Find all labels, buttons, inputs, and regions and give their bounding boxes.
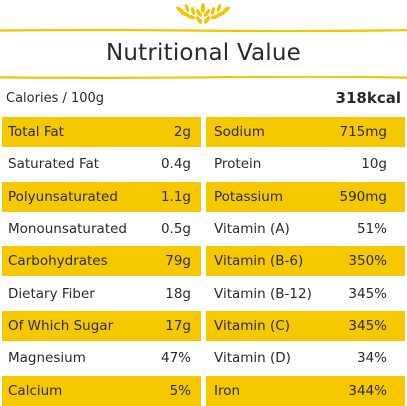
table-row: Vitamin (A) 51% [206,214,405,245]
nutrient-name: Calcium [8,382,63,399]
nutrient-value: 350% [348,253,387,270]
table-row: Iron 344% [206,375,405,406]
nutrient-name: Protein [214,156,262,173]
page-title: Nutritional Value [105,40,302,66]
table-row: Polyunsaturated 1.1g [2,181,201,212]
nutrient-name: Total Fat [8,124,64,140]
nutrient-value: 345% [348,318,387,335]
nutrient-name: Sodium [214,124,265,140]
table-row: Sodium 715mg [206,117,405,147]
nutrient-value: 47% [160,350,191,367]
calories-value: 318kcal [335,89,401,107]
nutrient-name: Polyunsaturated [8,188,118,205]
nutrient-name: Carbohydrates [8,253,108,270]
nutrient-value: 590mg [339,188,388,205]
nutrient-name: Monounsaturated [8,221,127,238]
nutrient-table-left: Total Fat 2g Saturated Fat 0.4g Polyunsa… [2,117,201,406]
nutrient-table-right: Sodium 715mg Protein 10g Potassium 590mg… [206,117,405,406]
nutrient-value: 18g [165,285,191,302]
bottom-divider [0,76,407,79]
nutrient-value: 715mg [339,124,388,140]
header: Nutritional Value [0,0,407,84]
calories-row: Calories / 100g 318kcal [0,87,407,111]
table-row: Vitamin (C) 345% [206,311,405,342]
nutrient-value: 17g [165,318,191,335]
table-row: Protein 10g [206,149,405,180]
table-row: Of Which Sugar 17g [2,311,201,342]
nutrient-name: Dietary Fiber [8,285,95,302]
nutrient-name: Iron [214,382,241,399]
table-row: Vitamin (B-12) 345% [206,278,405,309]
table-row: Vitamin (D) 34% [206,343,405,374]
table-row: Magnesium 47% [2,343,201,374]
nutrient-value: 344% [348,382,387,399]
nutrient-name: Saturated Fat [8,156,100,173]
table-row: Saturated Fat 0.4g [2,149,201,180]
wheat-icon [176,3,230,24]
nutrient-value: 34% [356,350,387,367]
nutrient-value: 5% [169,382,191,399]
nutrient-value: 345% [348,285,387,302]
nutrient-name: Vitamin (B-6) [214,253,304,270]
nutrient-value: 10g [361,156,387,173]
table-row: Calcium 5% [2,375,201,406]
nutrient-value: 1.1g [160,188,191,205]
nutrient-value: 0.4g [160,156,191,173]
nutrient-name: Vitamin (D) [214,350,291,367]
nutrient-value: 79g [165,253,191,270]
nutrient-name: Of Which Sugar [8,318,114,335]
table-row: Potassium 590mg [206,181,405,212]
nutrient-name: Potassium [214,188,284,205]
table-row: Total Fat 2g [2,117,201,147]
calories-label: Calories / 100g [6,91,105,106]
nutrient-value: 51% [356,221,387,238]
nutrient-name: Vitamin (A) [214,221,290,238]
nutrient-name: Magnesium [8,350,86,367]
nutrient-value: 0.5g [160,221,191,238]
table-row: Dietary Fiber 18g [2,278,201,309]
nutrient-value: 2g [173,124,191,140]
table-row: Monounsaturated 0.5g [2,214,201,245]
nutrient-name: Vitamin (C) [214,318,290,335]
table-row: Carbohydrates 79g [2,246,201,277]
nutrient-name: Vitamin (B-12) [214,285,312,302]
table-row: Vitamin (B-6) 350% [206,246,405,277]
top-divider [0,29,407,32]
